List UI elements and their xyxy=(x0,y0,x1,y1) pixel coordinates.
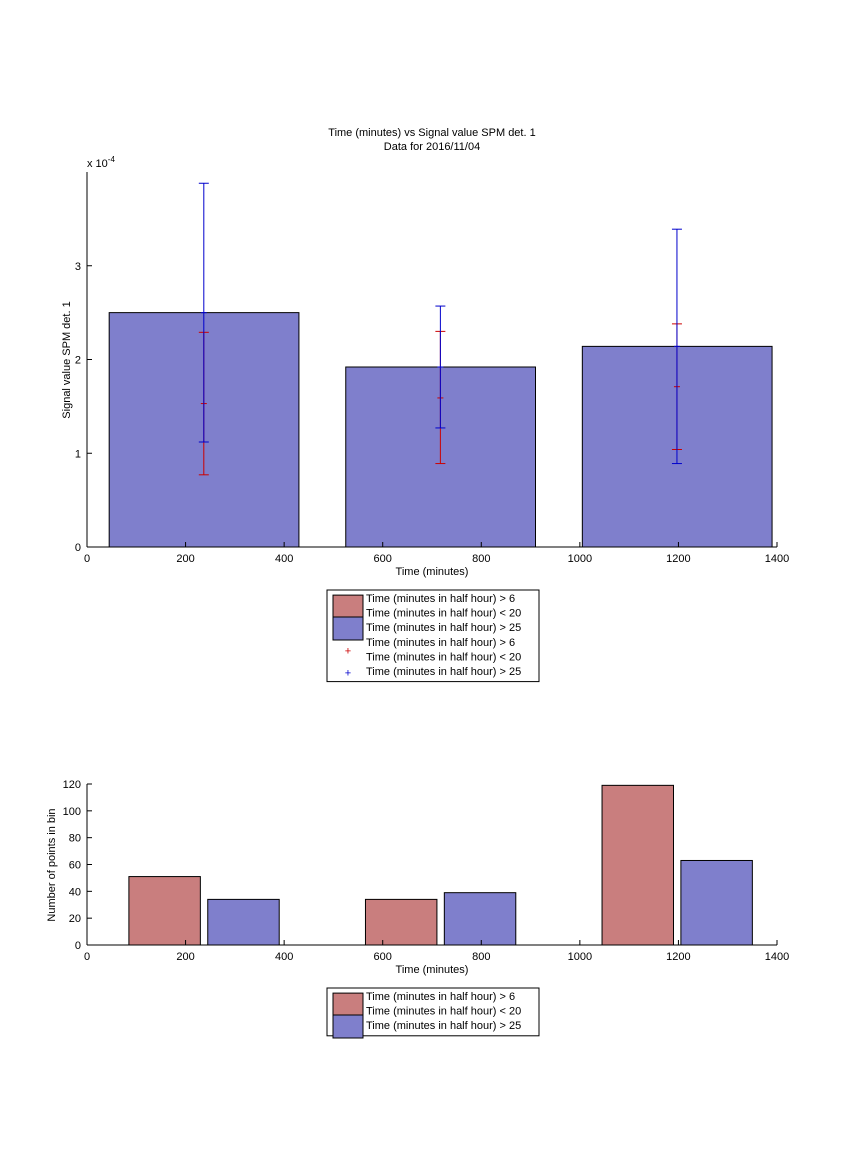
x-tick-label: 400 xyxy=(275,553,293,565)
y-tick-label: 3 xyxy=(75,261,81,273)
chart-title: Time (minutes) vs Signal value SPM det. … xyxy=(328,127,535,139)
legend-marker: + xyxy=(345,645,351,657)
chart-subtitle: Data for 2016/11/04 xyxy=(384,141,480,153)
legend-label: Time (minutes in half hour) > 6 xyxy=(366,991,515,1003)
x-tick-label: 1200 xyxy=(666,553,690,565)
x-axis-label: Time (minutes) xyxy=(396,964,469,976)
y-tick-label: 2 xyxy=(75,355,81,367)
y-axis-label: Number of points in bin xyxy=(46,808,58,921)
x-tick-label: 0 xyxy=(84,553,90,565)
bar xyxy=(680,859,753,946)
y-exponent-label: x 10-4 xyxy=(87,155,115,170)
y-tick-label: 100 xyxy=(63,806,81,818)
axes: 0 200 400 600 800 1000 1200 1400 0 1 2 3 xyxy=(75,172,789,565)
legend-swatch xyxy=(332,1014,364,1039)
x-tick-label: 1000 xyxy=(568,951,592,963)
y-tick-label: 20 xyxy=(69,913,81,925)
x-tick-label: 0 xyxy=(84,951,90,963)
x-tick-label: 800 xyxy=(472,553,490,565)
x-tick-label: 200 xyxy=(176,951,194,963)
x-tick-label: 1000 xyxy=(568,553,592,565)
y-tick-label: 120 xyxy=(63,779,81,791)
errorbars xyxy=(198,182,682,476)
axes: 0 200 400 600 800 1000 1200 1400 0 20 40 60 80 100 120 xyxy=(63,779,790,963)
y-exponent-base: x 10 xyxy=(87,158,108,170)
bar xyxy=(128,876,201,946)
legend-label: Time (minutes in half hour) > 25 xyxy=(366,666,521,678)
bar xyxy=(601,784,674,946)
y-tick-label: 40 xyxy=(69,886,81,898)
bar xyxy=(364,898,438,946)
x-tick-label: 1400 xyxy=(765,553,789,565)
legend-swatch xyxy=(332,616,364,641)
y-tick-label: 0 xyxy=(75,940,81,952)
y-tick-label: 80 xyxy=(69,833,81,845)
bars xyxy=(128,784,753,946)
y-tick-label: 0 xyxy=(75,542,81,554)
bar xyxy=(207,898,280,946)
legend-label: Time (minutes in half hour) > 25 xyxy=(366,1020,521,1032)
x-tick-label: 800 xyxy=(472,951,490,963)
bar xyxy=(443,892,517,946)
legend-swatch xyxy=(332,594,364,619)
legend-marker: + xyxy=(345,667,351,679)
x-tick-label: 200 xyxy=(176,553,194,565)
legend-label: Time (minutes in half hour) < 20 xyxy=(366,651,521,663)
signal-chart: Time (minutes) vs Signal value SPM det. … xyxy=(61,127,789,683)
y-exponent-power: -4 xyxy=(108,155,116,164)
legend-label: Time (minutes in half hour) < 20 xyxy=(366,1006,521,1018)
count-chart: 0 200 400 600 800 1000 1200 1400 0 20 40 60 80 100 120… xyxy=(46,779,790,1039)
y-axis-label: Signal value SPM det. 1 xyxy=(61,301,73,418)
legend: Time (minutes in half hour) > 6 Time (min… xyxy=(326,987,540,1039)
x-tick-label: 1400 xyxy=(765,951,789,963)
x-tick-label: 400 xyxy=(275,951,293,963)
legend-label: Time (minutes in half hour) < 20 xyxy=(366,608,521,620)
y-tick-label: 1 xyxy=(75,448,81,460)
x-tick-label: 600 xyxy=(374,553,392,565)
legend: Time (minutes in half hour) > 6 Time (min… xyxy=(326,589,540,683)
x-tick-label: 600 xyxy=(374,951,392,963)
x-axis-label: Time (minutes) xyxy=(396,566,469,578)
x-tick-label: 1200 xyxy=(666,951,690,963)
legend-label: Time (minutes in half hour) > 6 xyxy=(366,593,515,605)
legend-label: Time (minutes in half hour) > 6 xyxy=(366,637,515,649)
legend-swatch xyxy=(332,992,364,1017)
y-tick-label: 60 xyxy=(69,860,81,872)
legend-label: Time (minutes in half hour) > 25 xyxy=(366,622,521,634)
